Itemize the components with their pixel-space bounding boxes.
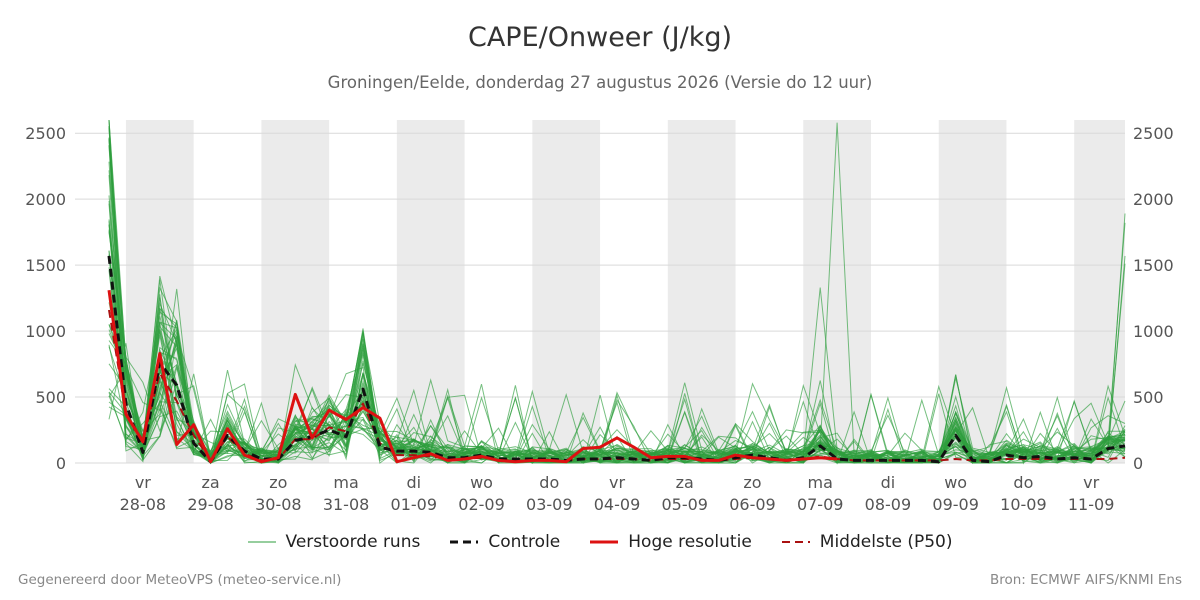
x-tick-day-6: do — [539, 473, 559, 492]
main-series — [107, 255, 1126, 464]
y-tick-left-2500: 2500 — [25, 124, 66, 143]
ensemble-run-40 — [108, 137, 1126, 464]
x-tick-day-13: do — [1013, 473, 1033, 492]
x-tick-day-1: za — [201, 473, 219, 492]
y-tick-right-1000: 1000 — [1133, 322, 1174, 341]
x-tick-day-4: di — [406, 473, 421, 492]
y-tick-right-500: 500 — [1133, 388, 1164, 407]
x-axis: vr 28-08 za 29-08 zo 30-08 ma 31-08 di 01-09 wo 02-… — [120, 473, 1115, 514]
x-tick-day-12: wo — [944, 473, 967, 492]
y-tick-left-2000: 2000 — [25, 190, 66, 209]
legend-swatch-ensemble — [247, 541, 276, 543]
x-tick-day-3: ma — [333, 473, 358, 492]
x-tick-date-6: 03-09 — [526, 495, 573, 514]
ensemble-run-48 — [108, 224, 1126, 464]
x-tick-date-13: 10-09 — [1000, 495, 1047, 514]
x-tick-date-12: 09-09 — [932, 495, 979, 514]
legend-swatch-control — [450, 540, 479, 544]
x-tick-day-0: vr — [135, 473, 151, 492]
x-tick-day-8: za — [676, 473, 694, 492]
x-tick-day-10: ma — [808, 473, 833, 492]
y-tick-right-2000: 2000 — [1133, 190, 1174, 209]
night-band-7 — [1074, 120, 1125, 463]
legend-item-control: Controle — [450, 532, 560, 552]
footer-source: Bron: ECMWF AIFS/KNMI Ens — [989, 572, 1182, 588]
legend-swatch-hires — [590, 540, 619, 544]
x-tick-date-1: 29-08 — [187, 495, 234, 514]
x-tick-day-5: wo — [470, 473, 493, 492]
x-tick-day-2: zo — [269, 473, 287, 492]
x-tick-date-11: 08-09 — [865, 495, 912, 514]
y-tick-left-500: 500 — [35, 388, 66, 407]
x-tick-date-2: 30-08 — [255, 495, 302, 514]
legend-item-hires: Hoge resolutie — [590, 532, 752, 552]
night-band-3 — [532, 120, 601, 463]
y-tick-left-1500: 1500 — [25, 256, 66, 275]
legend-label-ensemble: Verstoorde runs — [285, 532, 421, 552]
chart-subtitle: Groningen/Eelde, donderdag 27 augustus 2… — [327, 73, 873, 92]
footer-generator: Gegenereerd door MeteoVPS (meteo-service… — [18, 572, 342, 588]
x-tick-day-9: zo — [743, 473, 761, 492]
x-tick-date-10: 07-09 — [797, 495, 844, 514]
x-tick-date-5: 02-09 — [458, 495, 505, 514]
legend: Verstoorde runs Controle Hoge resolutie … — [0, 528, 1200, 556]
x-tick-date-4: 01-09 — [391, 495, 438, 514]
y-tick-right-0: 0 — [1133, 454, 1143, 473]
chart-title: CAPE/Onweer (J/kg) — [467, 22, 732, 53]
x-tick-day-14: vr — [1083, 473, 1099, 492]
y-tick-right-1500: 1500 — [1133, 256, 1174, 275]
legend-swatch-median — [781, 541, 810, 543]
x-tick-date-7: 04-09 — [594, 495, 641, 514]
x-tick-day-11: di — [881, 473, 896, 492]
x-tick-date-8: 05-09 — [661, 495, 708, 514]
legend-label-control: Controle — [488, 532, 561, 552]
y-tick-right-2500: 2500 — [1133, 124, 1174, 143]
y-tick-left-0: 0 — [56, 454, 66, 473]
y-tick-left-1000: 1000 — [25, 322, 66, 341]
x-tick-date-14: 11-09 — [1068, 495, 1115, 514]
legend-label-hires: Hoge resolutie — [628, 532, 752, 552]
x-tick-date-0: 28-08 — [120, 495, 167, 514]
legend-item-ensemble: Verstoorde runs — [247, 532, 421, 552]
x-tick-date-9: 06-09 — [729, 495, 776, 514]
series-line-hoge-resolutie — [107, 289, 838, 464]
y-axis-right: 0 500 1000 1500 2000 2500 — [1133, 124, 1174, 473]
x-tick-date-3: 31-08 — [323, 495, 370, 514]
y-axis-left: 0 500 1000 1500 2000 2500 — [25, 124, 66, 473]
legend-label-median: Middelste (P50) — [819, 532, 953, 552]
legend-item-median: Middelste (P50) — [781, 532, 953, 552]
cape-chart: 0 500 1000 1500 2000 2500 0 500 1000 1500 2000 250… — [25, 119, 1174, 514]
x-tick-day-7: vr — [609, 473, 625, 492]
night-band-1 — [261, 120, 330, 463]
